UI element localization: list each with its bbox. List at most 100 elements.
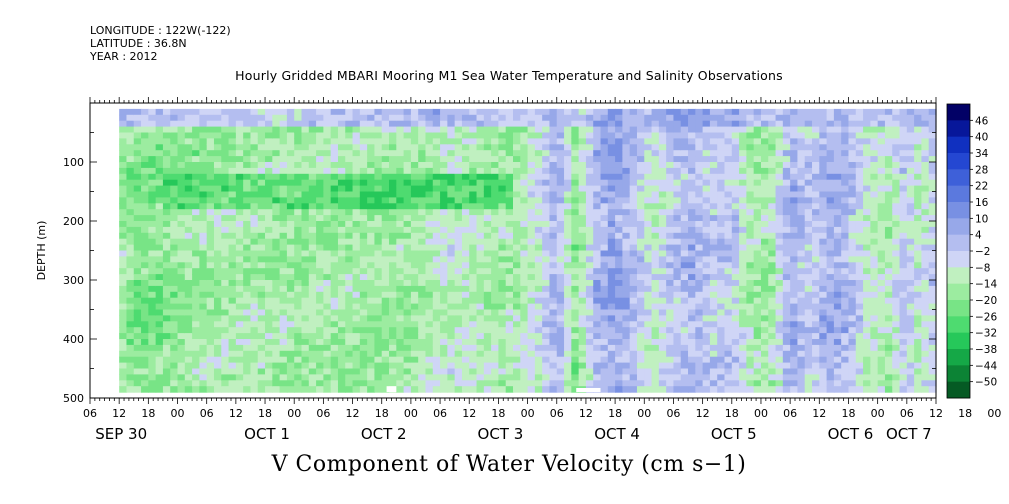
heatmap-cell — [841, 197, 850, 204]
heatmap-cell — [330, 197, 339, 204]
heatmap-cell — [447, 244, 456, 252]
heatmap-cell — [119, 327, 128, 334]
heatmap-cell — [418, 203, 427, 210]
heatmap-cell — [155, 167, 164, 175]
heatmap-cell — [622, 327, 631, 334]
heatmap-cell — [571, 209, 580, 216]
heatmap-cell — [636, 362, 645, 370]
heatmap-cell — [782, 203, 791, 210]
heatmap-cell — [585, 280, 594, 287]
heatmap-cell — [257, 350, 266, 358]
heatmap-cell — [213, 368, 222, 375]
heatmap-cell — [301, 191, 310, 198]
heatmap-cell — [520, 350, 529, 358]
heatmap-cell — [133, 226, 142, 234]
heatmap-cell — [549, 386, 558, 393]
heatmap-cell — [578, 362, 587, 370]
heatmap-cell — [709, 333, 718, 340]
heatmap-cell — [673, 191, 682, 198]
heatmap-cell — [804, 268, 813, 275]
heatmap-cell — [731, 156, 740, 163]
heatmap-cell — [607, 250, 616, 257]
heatmap-cell — [294, 156, 303, 163]
heatmap-cell — [381, 156, 390, 163]
heatmap-cell — [257, 232, 266, 240]
heatmap-cell — [658, 291, 667, 299]
heatmap-cell — [797, 120, 806, 128]
heatmap-cell — [367, 344, 376, 352]
heatmap-cell — [841, 173, 850, 181]
heatmap-cell — [542, 144, 551, 151]
heatmap-cell — [746, 132, 755, 139]
heatmap-cell — [491, 321, 500, 328]
heatmap-cell — [775, 209, 784, 216]
heatmap-cell — [775, 156, 784, 163]
heatmap-cell — [790, 386, 799, 393]
heatmap-cell — [549, 108, 558, 116]
heatmap-cell — [534, 132, 543, 139]
heatmap-cell — [760, 274, 769, 281]
heatmap-cell — [768, 268, 777, 275]
heatmap-cell — [673, 232, 682, 240]
heatmap-cell — [790, 238, 799, 246]
heatmap-cell — [775, 179, 784, 187]
heatmap-cell — [396, 374, 405, 381]
heatmap-cell — [337, 339, 346, 346]
heatmap-cell — [739, 262, 747, 269]
heatmap-cell — [739, 297, 747, 305]
heatmap-cell — [133, 368, 142, 375]
heatmap-cell — [162, 344, 171, 352]
heatmap-cell — [243, 327, 252, 334]
heatmap-cell — [717, 108, 726, 116]
heatmap-cell — [855, 274, 864, 281]
heatmap-cell — [381, 303, 390, 311]
heatmap-cell — [527, 339, 536, 346]
heatmap-cell — [213, 197, 222, 204]
heatmap-cell — [804, 138, 813, 145]
heatmap-cell — [454, 368, 463, 375]
heatmap-cell — [221, 156, 230, 163]
heatmap-cell — [688, 380, 696, 387]
heatmap-cell — [374, 250, 383, 257]
heatmap-cell — [593, 268, 602, 275]
heatmap-cell — [753, 232, 762, 240]
heatmap-cell — [680, 274, 689, 281]
heatmap-cell — [615, 315, 623, 322]
heatmap-cell — [848, 179, 857, 187]
heatmap-cell — [688, 173, 696, 181]
heatmap-cell — [352, 291, 361, 299]
heatmap-cell — [629, 162, 638, 169]
heatmap-cell — [622, 203, 631, 210]
heatmap-cell — [454, 108, 463, 116]
heatmap-cell — [337, 221, 346, 228]
heatmap-cell — [768, 209, 777, 216]
heatmap-cell — [520, 362, 529, 370]
heatmap-cell — [279, 185, 288, 193]
heatmap-cell — [469, 221, 478, 228]
heatmap-cell — [199, 179, 208, 187]
heatmap-cell — [564, 374, 572, 381]
heatmap-cell — [177, 344, 186, 352]
heatmap-cell — [272, 386, 281, 393]
heatmap-cell — [593, 380, 602, 387]
heatmap-cell — [491, 333, 500, 340]
heatmap-cell — [520, 386, 529, 393]
heatmap-cell — [272, 374, 281, 381]
heatmap-cell — [753, 274, 762, 281]
heatmap-cell — [177, 374, 186, 381]
heatmap-cell — [746, 386, 755, 393]
heatmap-cell — [432, 350, 441, 358]
heatmap-cell — [505, 256, 514, 263]
heatmap-cell — [768, 162, 777, 169]
heatmap-cell — [389, 380, 397, 387]
heatmap-cell — [286, 162, 295, 169]
heatmap-cell — [724, 344, 733, 352]
heatmap-cell — [469, 339, 478, 346]
heatmap-cell — [724, 362, 733, 370]
heatmap-cell — [739, 344, 747, 352]
heatmap-cell — [702, 280, 711, 287]
heatmap-cell — [527, 344, 536, 352]
heatmap-cell — [345, 126, 354, 134]
heatmap-cell — [629, 362, 638, 370]
heatmap-cell — [863, 114, 871, 122]
